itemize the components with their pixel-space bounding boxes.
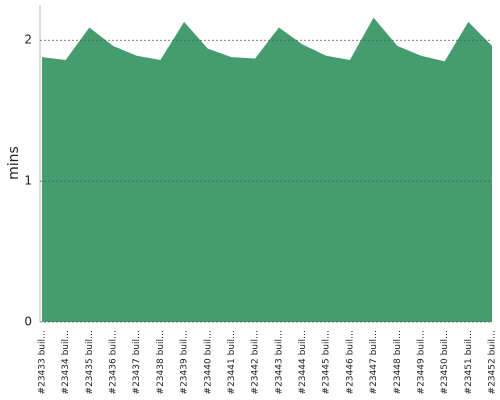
x-tick-label: #23451 buil… (464, 330, 474, 394)
y-axis-label: mins (6, 146, 22, 180)
x-tick-label: #23446 buil… (345, 330, 355, 394)
area (42, 17, 492, 323)
x-tick-label: #23433 buil… (38, 330, 48, 394)
x-tick-label: #23436 buil… (109, 330, 119, 394)
x-tick-label: #23445 buil… (322, 330, 332, 394)
x-tick-label: #23447 buil… (369, 330, 379, 394)
x-tick-label: #23452 buil… (488, 330, 498, 394)
x-tick-label: #23439 buil… (180, 330, 190, 394)
x-tick-label: #23441 buil… (227, 330, 237, 394)
x-tick-label: #23438 buil… (156, 330, 166, 394)
y-tick-label: 2 (24, 33, 32, 47)
x-tick-label: #23435 buil… (85, 330, 95, 394)
x-tick-label: #23442 buil… (251, 330, 261, 394)
x-tick-label: #23440 buil… (203, 330, 213, 394)
x-tick-label: #23449 buil… (416, 330, 426, 394)
x-tick-label: #23444 buil… (298, 330, 308, 394)
y-tick-label: 0 (24, 315, 32, 329)
x-tick-label: #23443 buil… (274, 330, 284, 394)
x-tick-label: #23434 buil… (61, 330, 71, 394)
y-tick-label: 1 (24, 174, 32, 188)
x-tick-label: #23448 buil… (393, 330, 403, 394)
x-tick-label: #23450 buil… (440, 330, 450, 394)
x-tick-label: #23437 buil… (132, 330, 142, 394)
